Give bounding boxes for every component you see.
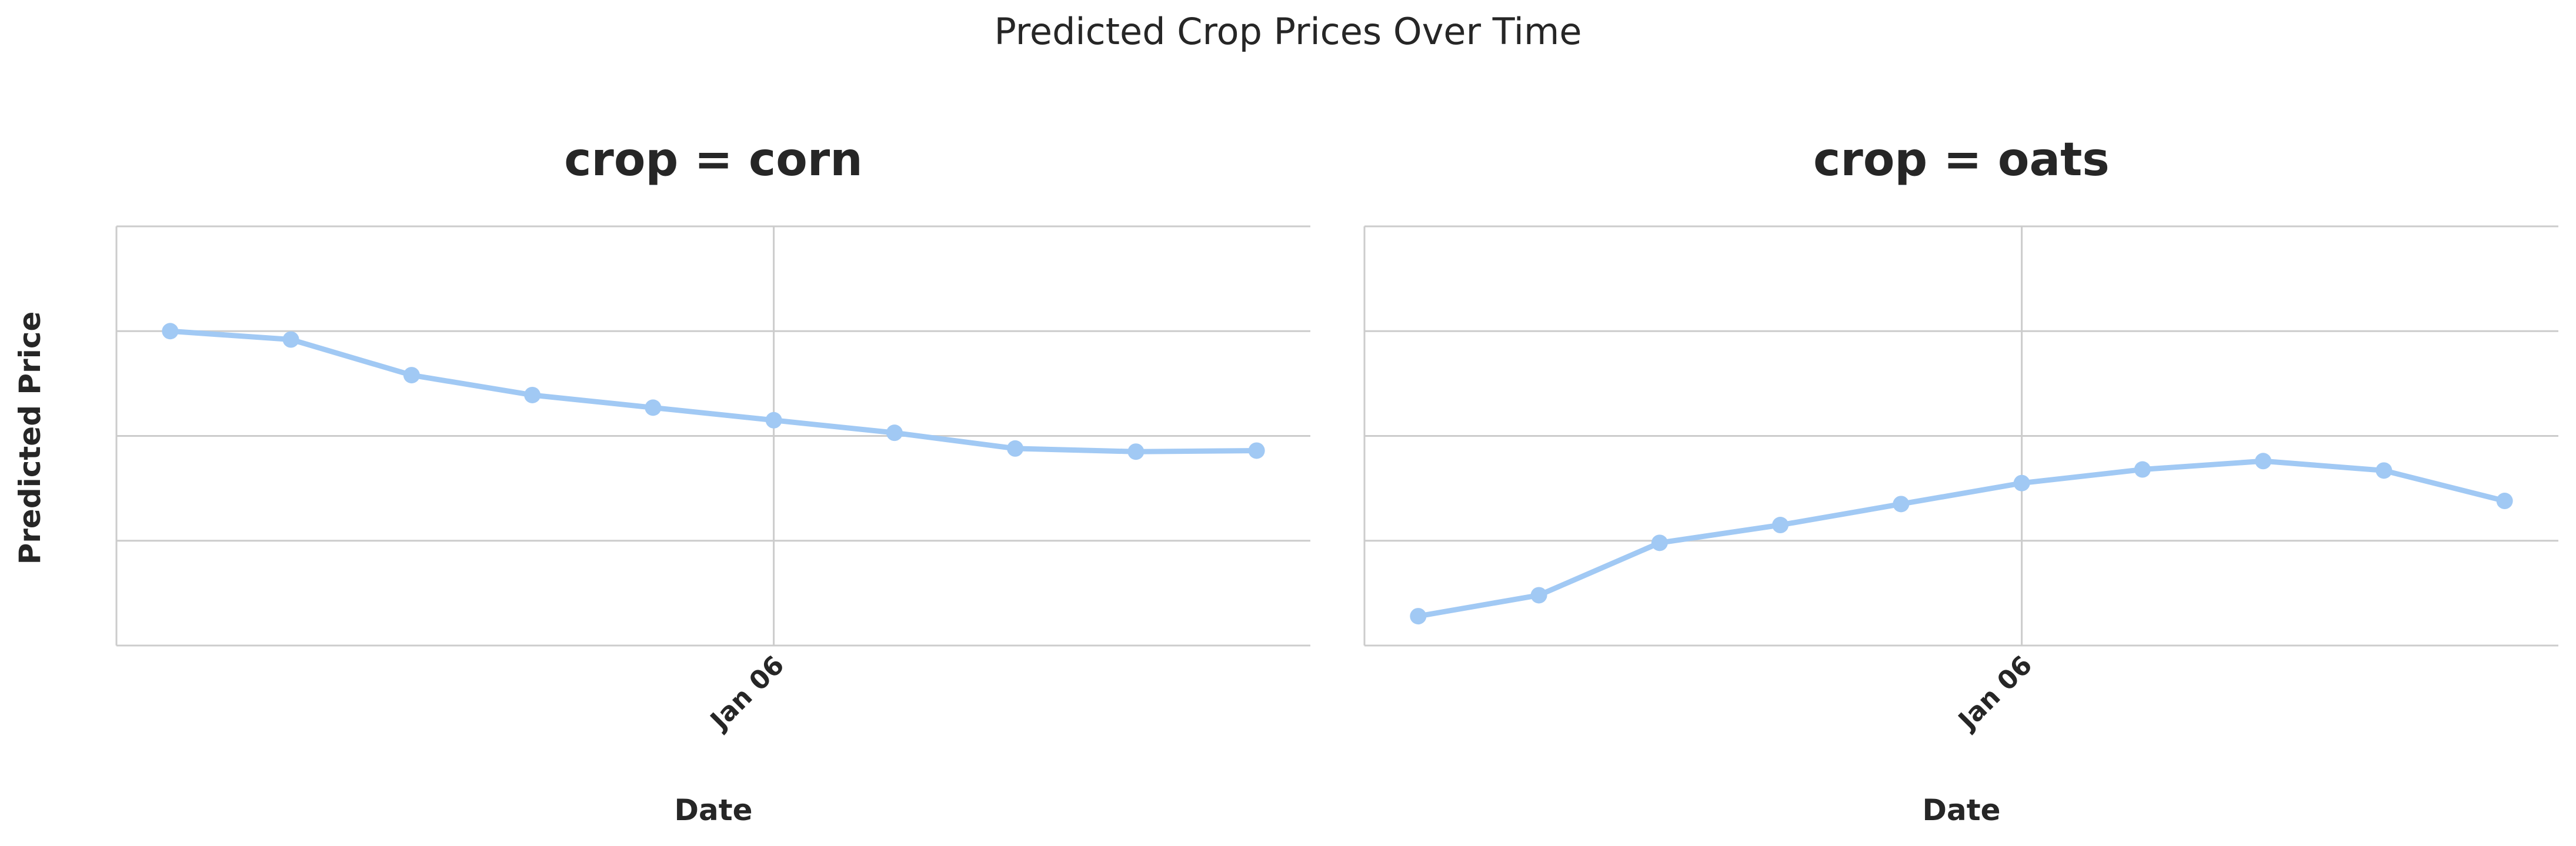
data-point — [2013, 474, 2030, 491]
data-point — [282, 331, 299, 348]
data-point — [886, 424, 903, 442]
panel-1: crop = corn Jan 06 Date — [115, 133, 1310, 827]
data-point — [162, 323, 179, 340]
data-point — [2496, 493, 2513, 510]
x-tick-label: Jan 06 — [703, 650, 790, 737]
data-point — [403, 367, 420, 384]
chart-title: Predicted Crop Prices Over Time — [995, 10, 1582, 53]
facet-panels: crop = corn Jan 06 Date crop = oats Jan 06 Da… — [115, 133, 2558, 827]
data-point — [1007, 440, 1024, 457]
data-point — [2375, 462, 2393, 479]
data-point — [2134, 461, 2151, 478]
data-point — [1530, 587, 1547, 604]
data-point — [1772, 517, 1789, 534]
data-point — [1248, 442, 1265, 459]
panel-2: crop = oats Jan 06 Date — [1363, 133, 2558, 827]
data-point — [645, 399, 662, 416]
series-line — [167, 328, 1260, 454]
data-point — [524, 386, 541, 403]
panel-title: crop = corn — [564, 133, 863, 186]
data-point — [1893, 496, 1910, 513]
data-point — [1127, 443, 1144, 460]
y-axis-label: Predicted Price — [13, 312, 47, 565]
x-axis-label: Date — [1922, 793, 2000, 827]
data-point — [765, 412, 782, 429]
data-point — [1410, 608, 1427, 625]
x-tick-label: Jan 06 — [1951, 650, 2038, 737]
data-point — [2255, 453, 2272, 470]
x-axis-label: Date — [674, 793, 752, 827]
data-point — [1651, 534, 1668, 551]
panel-title: crop = oats — [1813, 133, 2110, 186]
series-line — [1415, 458, 2508, 619]
